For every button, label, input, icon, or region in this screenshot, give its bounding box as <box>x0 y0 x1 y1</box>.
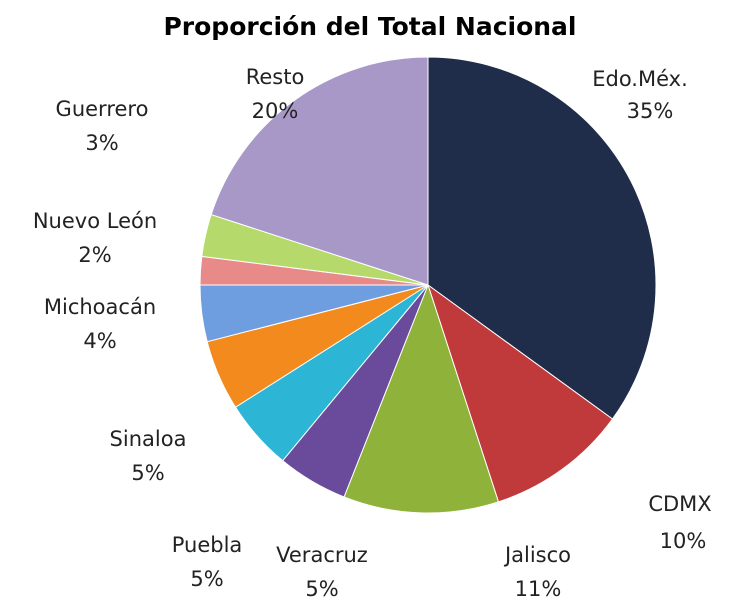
slice-value: 11% <box>515 577 562 601</box>
slice-label: Michoacán <box>44 295 156 319</box>
slice-value: 10% <box>660 529 707 553</box>
slice-label: Puebla <box>172 533 243 557</box>
slice-label: Edo.Méx. <box>592 67 688 91</box>
slice-value: 5% <box>305 577 338 601</box>
slice-label: Sinaloa <box>110 427 187 451</box>
slice-value: 4% <box>83 329 116 353</box>
slice-label: Veracruz <box>276 543 368 567</box>
slice-value: 5% <box>131 461 164 485</box>
slice-label: Nuevo León <box>33 209 157 233</box>
slice-value: 5% <box>190 567 223 591</box>
slice-value: 3% <box>85 131 118 155</box>
slice-label: Resto <box>246 65 305 89</box>
slice-value: 2% <box>78 243 111 267</box>
slice-label: Jalisco <box>503 543 571 567</box>
slice-label: CDMX <box>648 492 711 516</box>
pie-slice <box>210 56 429 286</box>
pie-slice <box>427 56 657 420</box>
chart-title: Proporción del Total Nacional <box>163 12 576 41</box>
slice-value: 35% <box>627 99 674 123</box>
slice-value: 20% <box>252 99 299 123</box>
pie-slice <box>343 283 500 514</box>
pie-slice <box>427 283 614 503</box>
slice-label: Guerrero <box>56 97 149 121</box>
